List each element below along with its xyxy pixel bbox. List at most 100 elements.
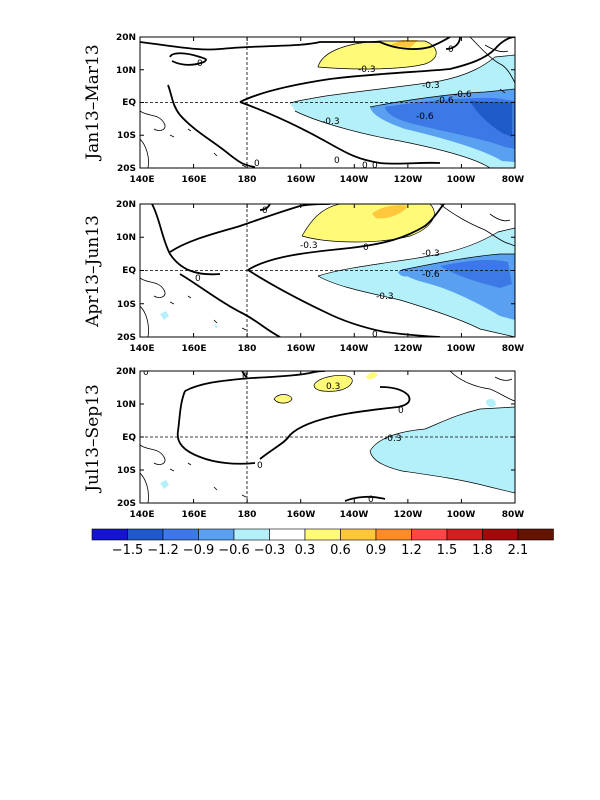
colorbar-swatch	[375, 528, 412, 541]
coastline	[449, 371, 515, 402]
anomaly-contour	[294, 110, 491, 168]
zero-contour	[445, 37, 461, 50]
colorbar-label: 2.1	[508, 543, 529, 558]
lon-label: 160E	[182, 510, 207, 520]
lon-label: 120W	[394, 175, 423, 185]
colorbar-label: −0.3	[254, 543, 286, 558]
zero-contour	[151, 204, 221, 276]
zero-contour	[241, 371, 247, 378]
anomaly-contour	[301, 204, 435, 243]
zero-contour	[344, 495, 386, 502]
panel-1-period-label: Jan13–Mar13	[83, 44, 103, 161]
contour-label: -0.3	[422, 249, 440, 259]
anomaly-contour	[317, 40, 437, 70]
lon-label: 100W	[447, 344, 476, 354]
contour-label: 0	[334, 156, 340, 166]
contour-label: 0	[197, 59, 203, 69]
colorbar-label: 0.9	[366, 543, 387, 558]
contour-label: 0	[448, 45, 454, 55]
colorbar-label: −1.2	[147, 543, 179, 558]
lon-label: 180	[238, 175, 257, 185]
contour-label: -0.6	[436, 96, 454, 106]
contour-label: -0.6	[422, 270, 440, 280]
colorbar-swatch	[127, 528, 164, 541]
negative-anomaly-region	[160, 311, 218, 329]
positive-anomaly-region	[390, 40, 418, 48]
lon-label: 180	[238, 510, 257, 520]
anomaly-contour	[317, 275, 515, 337]
zero-contour	[140, 37, 451, 51]
colorbar-swatch	[198, 528, 235, 541]
colorbar-label: 1.5	[437, 543, 458, 558]
lon-label: 160E	[182, 344, 207, 354]
panel-2-period-label: Apr13–Jun13	[83, 215, 103, 328]
anomaly-contour	[273, 375, 353, 404]
anomaly-contour	[369, 406, 515, 452]
lon-label: 100W	[447, 510, 476, 520]
zero-contour	[184, 371, 326, 392]
lon-label: 160E	[182, 175, 207, 185]
negative-anomaly-region	[370, 407, 515, 493]
lat-label: 10S	[117, 300, 136, 310]
lat-label: 20S	[117, 499, 136, 509]
lon-axis-labels: 140E 160E 180 160W 140W 120W 100W 80W	[130, 510, 525, 520]
anomaly-contour	[317, 227, 515, 277]
contour-label: 0	[195, 274, 201, 284]
colorbar-swatch	[304, 528, 341, 541]
lat-label: 20N	[116, 33, 136, 43]
lat-label: 20S	[117, 164, 136, 174]
lon-label: 120W	[394, 510, 423, 520]
zero-contour	[169, 52, 207, 66]
lat-label: 20N	[116, 367, 136, 377]
lat-label: 20N	[116, 200, 136, 210]
panel-3-period-label: Jul13–Sep13	[83, 384, 103, 494]
colorbar-label: −0.9	[183, 543, 215, 558]
colorbar: −1.5 −1.2 −0.9 −0.6 −0.3 0.3 0.6 0.9 1.2…	[91, 528, 554, 558]
colorbar-swatches	[91, 528, 554, 541]
lon-label: 100W	[447, 175, 476, 185]
zero-contour	[167, 84, 256, 168]
colorbar-swatch	[162, 528, 199, 541]
colorbar-swatch	[517, 528, 554, 541]
contour-label: -0.3	[376, 292, 394, 302]
zero-contour	[259, 204, 271, 211]
contour-label: -0.6	[454, 90, 472, 100]
map-panel-1: Jan13–Mar13 0	[83, 33, 524, 185]
anomaly-contour	[369, 88, 515, 108]
lon-label: 160W	[287, 510, 316, 520]
lon-label: 80W	[502, 510, 525, 520]
coastline	[140, 110, 247, 168]
colorbar-swatch	[446, 528, 483, 541]
negative-anomaly-region	[486, 398, 496, 408]
contour-label: 0	[398, 406, 404, 416]
colorbar-swatch	[340, 528, 377, 541]
colorbar-labels: −1.5 −1.2 −0.9 −0.6 −0.3 0.3 0.6 0.9 1.2…	[112, 543, 529, 558]
contour-label: 0	[368, 495, 374, 505]
lon-label: 140W	[340, 510, 369, 520]
anomaly-contour	[401, 253, 515, 271]
positive-anomaly-region	[302, 204, 435, 242]
lon-label: 80W	[502, 175, 525, 185]
lat-axis-labels: 20N 10N EQ 10S 20S	[116, 367, 136, 509]
lon-label: 140W	[340, 344, 369, 354]
lon-label: 140E	[130, 344, 155, 354]
lat-label: 10N	[116, 66, 136, 76]
zero-contour	[239, 101, 441, 165]
contour-label: -0.3	[300, 241, 318, 251]
colorbar-swatch	[269, 528, 306, 541]
lat-axis-labels: 20N 10N EQ 10S 20S	[116, 33, 136, 174]
colorbar-label: 0.6	[330, 543, 351, 558]
zero-contour	[259, 386, 411, 460]
contour-label: -0.3	[358, 65, 376, 75]
lat-label: 20S	[117, 333, 136, 343]
lon-label: 160W	[287, 175, 316, 185]
axis-ticks	[139, 370, 516, 504]
coastline	[140, 277, 247, 337]
contour-label: 0.3	[326, 382, 340, 392]
contour-label: 0	[372, 330, 378, 340]
zero-contour	[176, 390, 256, 465]
map-panel-3: Jul13–Sep13 0 0 0 0 0 0.3 -0.3	[83, 367, 524, 520]
colorbar-label: 1.8	[472, 543, 493, 558]
colorbar-label: 1.2	[401, 543, 422, 558]
